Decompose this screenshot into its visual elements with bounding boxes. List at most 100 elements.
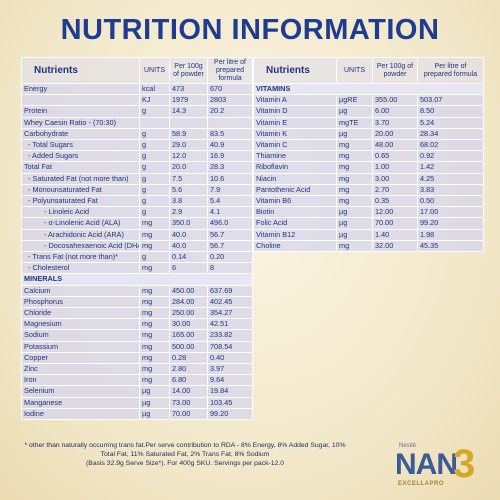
table-cell: mg <box>336 161 373 174</box>
table-cell: 12.00 <box>372 206 418 219</box>
table-cell: 14.00 <box>169 385 208 398</box>
table-cell: 20.00 <box>372 127 418 141</box>
column-header: UNITS <box>139 57 170 84</box>
table-row: Iron mg 6.80 9.64 <box>21 374 253 387</box>
table-cell: - Arachidonic Acid (ARA) <box>21 228 140 241</box>
table-cell: Phosphorus <box>21 295 140 309</box>
table-cell: µg <box>336 127 373 141</box>
table-cell: µg <box>139 407 170 421</box>
table-cell: 354.27 <box>207 307 253 320</box>
table-cell: 6.80 <box>169 374 208 387</box>
table-cell: g <box>139 183 170 197</box>
table-cell: 48.00 <box>372 139 418 152</box>
table-cell: 3.8 <box>169 195 208 208</box>
table-row: VITAMINS <box>253 82 484 96</box>
table-cell: - α-Linolenic Acid (ALA) <box>21 217 140 230</box>
table-cell: mg <box>139 329 170 342</box>
table-cell: g <box>139 127 170 141</box>
table-cell: 5.6 <box>169 183 208 197</box>
table-row: - Polyunsaturated Fat g 3.8 5.4 <box>21 195 253 208</box>
table-cell: 0.40 <box>207 351 253 365</box>
table-cell: 1.98 <box>417 228 484 241</box>
table-cell: Protein <box>21 105 140 118</box>
table-cell: 58.9 <box>169 127 208 141</box>
table-cell: Calcium <box>21 284 140 297</box>
table-cell: 233.82 <box>207 329 253 342</box>
table-cell: µg <box>336 228 373 241</box>
table-cell: 14.3 <box>169 105 208 118</box>
table-cell: 0.92 <box>417 150 484 163</box>
table-cell: Total Fat <box>21 161 140 174</box>
table-cell: 32.00 <box>372 239 418 253</box>
table-cell: 30.00 <box>169 318 208 331</box>
table-cell: mg <box>139 340 170 353</box>
table-cell: Magnesium <box>21 318 140 331</box>
table-cell: 103.45 <box>207 396 253 409</box>
table-cell: 7.5 <box>169 172 208 185</box>
table-row: Protein g 14.3 20.2 <box>21 105 253 118</box>
table-cell: 402.45 <box>207 295 253 309</box>
table-row: Biotin µg 12.00 17.00 <box>253 206 484 219</box>
table-row: Magnesium mg 30.00 42.51 <box>21 318 253 331</box>
table-row: Zinc mg 2.80 3.97 <box>21 363 253 376</box>
table-cell: 40.0 <box>169 228 208 241</box>
table-cell: 2803 <box>207 94 253 107</box>
table-row: KJ 1979 2803 <box>21 94 253 107</box>
table-cell: 473 <box>169 82 208 96</box>
table-cell: mg <box>336 183 373 197</box>
table-cell <box>139 116 170 129</box>
table-cell: mg <box>139 374 170 387</box>
footnote-line: Total Fat, 11% Saturated Fat, 2% Trans F… <box>100 451 270 458</box>
table-cell: 9.64 <box>207 374 253 387</box>
table-cell: 0.35 <box>372 195 418 208</box>
table-cell: 42.51 <box>207 318 253 331</box>
table-cell: 6.00 <box>372 105 418 118</box>
table-cell: 0.20 <box>207 251 253 264</box>
table-row: Folic Acid µg 70.00 99.20 <box>253 217 484 230</box>
column-header: Nutrients <box>253 57 337 84</box>
table-cell: 56.7 <box>207 239 253 253</box>
table-row: Niacin mg 3.00 4.25 <box>253 172 484 185</box>
table-row: Vitamin B12 µg 1.40 1.98 <box>253 228 484 241</box>
table-cell: 0.28 <box>169 351 208 365</box>
table-cell: 8 <box>207 262 253 275</box>
table-cell: 70.00 <box>169 407 208 421</box>
table-cell: 350.0 <box>169 217 208 230</box>
table-row: MINERALS <box>21 273 253 286</box>
table-cell: - Linoleic Acid <box>21 206 140 219</box>
table-cell: 6 <box>169 262 208 275</box>
table-cell: 1979 <box>169 94 208 107</box>
table-row: - Docosahexaenoic Acid (DHA) mg 40.0 56.7 <box>21 239 253 253</box>
table-cell: Manganese <box>21 396 140 409</box>
section-header: VITAMINS <box>253 82 484 96</box>
table-cell: Vitamin A <box>253 94 337 107</box>
table-row: Sodium mg 165.00 233.82 <box>21 329 253 342</box>
table-cell: KJ <box>139 94 170 107</box>
brand-sub: EXCELLAPRO <box>398 481 445 487</box>
table-cell: - Added Sugars <box>21 150 140 163</box>
table-cell: 12.0 <box>169 150 208 163</box>
table-row: Total Fat g 20.0 28.3 <box>21 161 253 174</box>
table-cell: g <box>139 139 170 152</box>
table-cell: mg <box>336 150 373 163</box>
table-cell: 40.0 <box>169 239 208 253</box>
table-cell: Vitamin B6 <box>253 195 337 208</box>
table-cell: 5.24 <box>417 116 484 129</box>
table-cell: Niacin <box>253 172 337 185</box>
table-cell: Choline <box>253 239 337 253</box>
table-row: - Total Sugars g 29.0 40.9 <box>21 139 253 152</box>
table-cell: Sodium <box>21 329 140 342</box>
table-cell: 83.5 <box>207 127 253 141</box>
table-cell: 45.35 <box>417 239 484 253</box>
table-cell: 1.40 <box>372 228 418 241</box>
table-cell: 2.70 <box>372 183 418 197</box>
table-cell: 7.9 <box>207 183 253 197</box>
table-cell: Pantothenic Acid <box>253 183 337 197</box>
table-cell: 16.9 <box>207 150 253 163</box>
table-cell: 637.69 <box>207 284 253 297</box>
table-cell: 4.1 <box>207 206 253 219</box>
table-cell <box>207 116 253 129</box>
